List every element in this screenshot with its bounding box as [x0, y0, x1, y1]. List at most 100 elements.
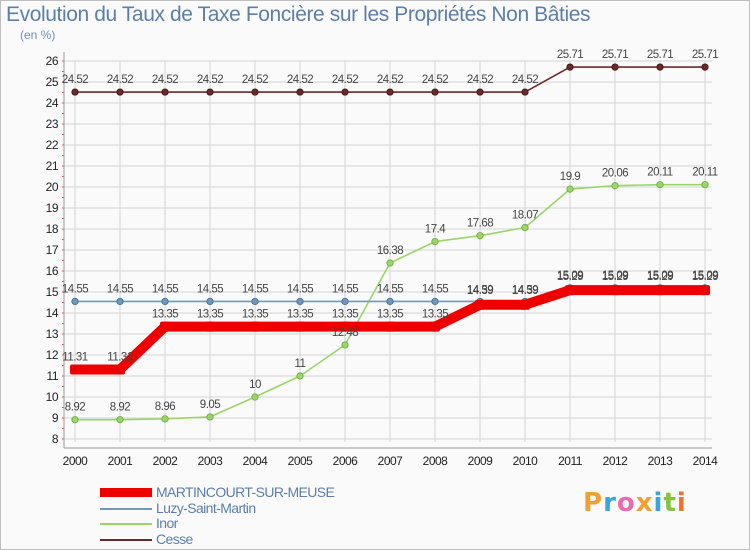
data-point-martincourt-sur-meuse [385, 321, 395, 332]
x-tick-label: 2009 [468, 454, 494, 468]
y-tick-label: 10 [46, 390, 59, 404]
data-label-cesse: 24.52 [332, 74, 358, 86]
data-point-inor [251, 393, 259, 401]
data-point-inor [566, 185, 574, 193]
data-point-luzy-saint-martin [386, 297, 394, 306]
data-point-martincourt-sur-meuse [70, 364, 80, 375]
data-point-luzy-saint-martin [341, 297, 349, 306]
x-tick-label: 2004 [243, 454, 269, 468]
data-point-inor [71, 416, 79, 424]
data-point-luzy-saint-martin [251, 297, 259, 306]
y-tick-label: 25 [46, 75, 59, 89]
y-tick-label: 23 [46, 117, 59, 131]
data-label-luzy-saint-martin: 15.29 [647, 271, 673, 283]
data-label-cesse: 24.52 [467, 74, 493, 86]
data-label-martincourt-sur-meuse: 13.35 [377, 309, 403, 321]
data-label-inor: 8.92 [65, 402, 85, 414]
data-label-cesse: 24.52 [422, 74, 448, 86]
data-point-cesse [566, 63, 574, 71]
data-label-luzy-saint-martin: 15.29 [557, 271, 583, 283]
data-label-cesse: 24.52 [242, 74, 268, 86]
data-label-luzy-saint-martin: 14.59 [512, 284, 538, 296]
data-label-luzy-saint-martin: 14.55 [62, 283, 88, 295]
data-label-luzy-saint-martin: 14.55 [422, 283, 448, 295]
data-label-luzy-saint-martin: 15.29 [692, 271, 718, 283]
data-label-martincourt-sur-meuse: 13.35 [242, 309, 268, 321]
data-label-martincourt-sur-meuse: 15.09 [692, 270, 718, 282]
x-tick-label: 2008 [423, 454, 449, 468]
y-tick-label: 26 [46, 54, 59, 68]
data-point-cesse [521, 88, 529, 96]
data-point-cesse [296, 88, 304, 96]
legend-label: Cesse [156, 530, 193, 547]
data-point-cesse [386, 88, 394, 96]
y-tick-label: 13 [46, 327, 59, 341]
y-tick-label: 14 [46, 306, 59, 320]
y-tick-label: 24 [46, 96, 59, 110]
data-label-inor: 10 [249, 379, 261, 391]
y-tick-label: 11 [47, 369, 59, 383]
data-label-cesse: 24.52 [512, 74, 538, 86]
data-label-martincourt-sur-meuse: 11.31 [62, 351, 88, 363]
data-label-luzy-saint-martin: 14.55 [152, 283, 178, 295]
data-label-inor: 17.4 [425, 224, 446, 236]
y-tick-label: 17 [46, 243, 59, 257]
data-label-cesse: 25.71 [647, 49, 673, 61]
data-label-luzy-saint-martin: 15.29 [602, 271, 628, 283]
x-tick-label: 2014 [693, 454, 719, 468]
legend-swatch [100, 488, 152, 497]
legend-swatch [100, 538, 152, 541]
data-point-inor [206, 413, 214, 421]
data-label-martincourt-sur-meuse: 13.35 [332, 309, 358, 321]
data-point-inor [656, 181, 664, 189]
data-label-martincourt-sur-meuse: 13.35 [152, 309, 178, 321]
x-tick-label: 2012 [603, 454, 629, 468]
legend-label: Inor [156, 515, 178, 531]
data-label-inor: 16.38 [377, 245, 403, 257]
x-tick-label: 2013 [648, 454, 674, 468]
x-tick-label: 2011 [558, 454, 583, 468]
data-point-inor [476, 232, 484, 240]
data-label-cesse: 24.52 [152, 74, 178, 86]
y-tick-label: 21 [46, 159, 59, 173]
data-point-inor [521, 223, 529, 232]
data-point-cesse [476, 88, 484, 96]
data-label-luzy-saint-martin: 14.55 [242, 283, 268, 295]
data-label-martincourt-sur-meuse: 13.35 [287, 309, 313, 321]
data-label-inor: 8.92 [110, 402, 130, 414]
data-label-inor: 17.68 [467, 218, 493, 230]
data-label-inor: 18.07 [512, 210, 538, 222]
data-point-martincourt-sur-meuse [610, 285, 620, 296]
x-tick-label: 2003 [198, 454, 224, 468]
data-label-luzy-saint-martin: 14.55 [377, 283, 403, 295]
data-label-martincourt-sur-meuse: 14.39 [512, 285, 538, 297]
data-point-cesse [611, 63, 619, 71]
data-point-inor [611, 182, 619, 190]
data-label-luzy-saint-martin: 14.55 [197, 283, 223, 295]
data-point-luzy-saint-martin [431, 297, 439, 306]
data-label-luzy-saint-martin: 14.55 [287, 283, 313, 295]
data-point-cesse [431, 88, 439, 96]
y-tick-label: 16 [46, 264, 59, 278]
data-point-martincourt-sur-meuse [700, 285, 710, 296]
data-label-martincourt-sur-meuse: 13.35 [197, 309, 223, 321]
data-label-inor: 11 [295, 358, 306, 370]
y-tick-label: 12 [46, 348, 59, 362]
proxiti-logo: Proxiti [583, 488, 687, 518]
data-point-martincourt-sur-meuse [160, 321, 170, 332]
y-tick-label: 22 [46, 138, 59, 152]
legend-swatch [100, 507, 152, 510]
legend-label: MARTINCOURT-SUR-MEUSE [156, 484, 335, 500]
data-label-martincourt-sur-meuse: 15.09 [557, 270, 583, 282]
y-tick-label: 19 [46, 201, 59, 215]
x-tick-label: 2002 [153, 454, 179, 468]
data-label-martincourt-sur-meuse: 15.09 [602, 270, 628, 282]
data-label-cesse: 25.71 [692, 49, 718, 61]
data-label-inor: 9.05 [200, 399, 220, 411]
data-label-martincourt-sur-meuse: 15.09 [647, 270, 673, 282]
data-point-inor [701, 181, 709, 189]
data-label-luzy-saint-martin: 14.59 [467, 284, 493, 296]
line-chart: 8 9 10 11 12 13 14 15 16 17 18 19 20 21 22 23 24 25 26 2000… [46, 49, 719, 468]
data-label-cesse: 25.71 [602, 49, 628, 61]
data-label-cesse: 25.71 [557, 49, 583, 61]
